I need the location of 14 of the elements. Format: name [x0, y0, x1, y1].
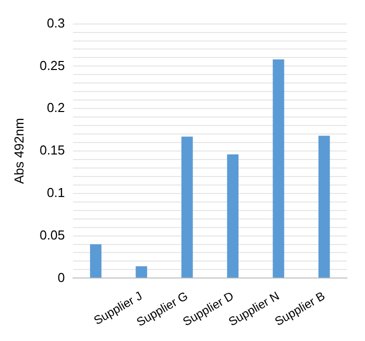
bar [136, 266, 148, 278]
y-tick-label: 0.15 [40, 142, 65, 158]
y-tick-label: 0 [58, 270, 65, 285]
bar [318, 136, 330, 278]
bar [272, 59, 284, 278]
y-tick-label: 0.05 [40, 227, 65, 242]
bar [90, 244, 102, 278]
bar [227, 154, 239, 278]
y-axis-title: Abs 492nm [11, 118, 26, 184]
y-tick-label: 0.2 [46, 100, 65, 116]
bar [181, 136, 193, 278]
y-tick-label: 0.3 [46, 15, 65, 30]
y-tick-label: 0.25 [40, 58, 65, 73]
y-tick-label: 0.1 [46, 184, 65, 200]
